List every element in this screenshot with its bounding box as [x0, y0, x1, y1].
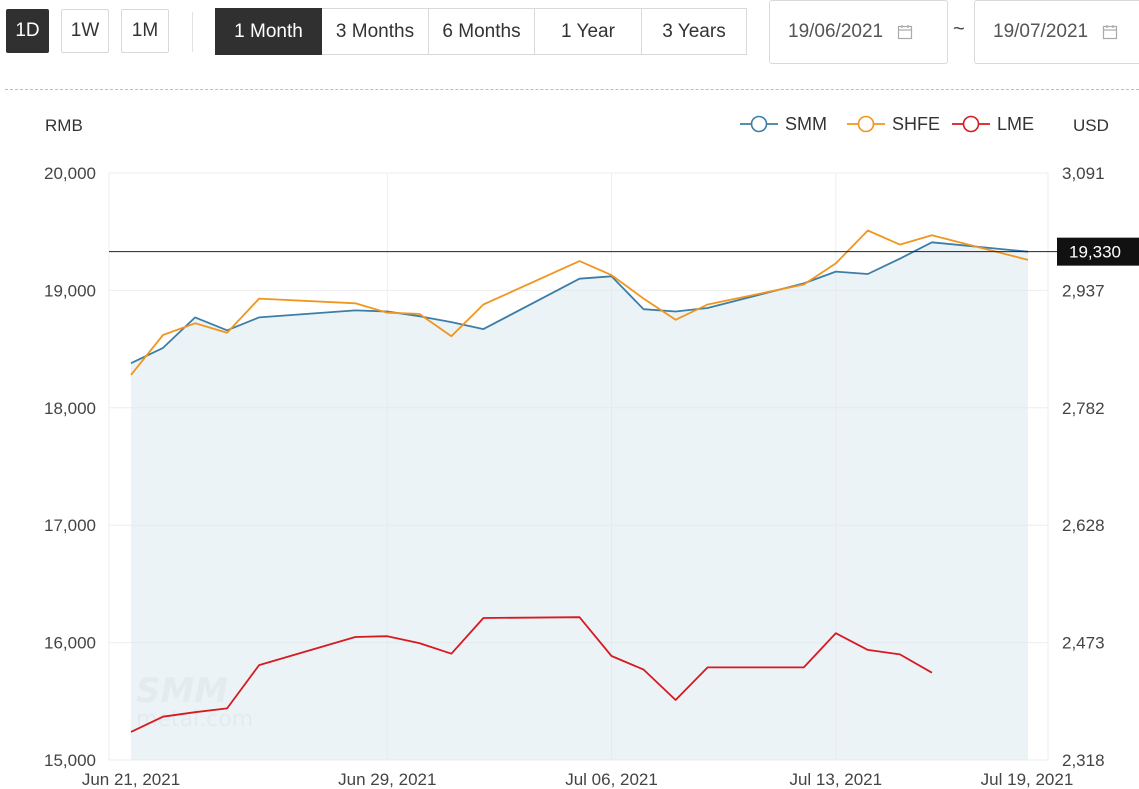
reference-line-label: 19,330 — [1069, 243, 1121, 262]
legend-marker — [750, 115, 768, 133]
x-tick-label: Jul 06, 2021 — [565, 770, 658, 789]
series-layer — [130, 229, 1029, 733]
range-6-months-button[interactable]: 6 Months — [429, 8, 535, 55]
y-right-tick-label: 2,473 — [1062, 634, 1105, 653]
reference-line-tag: 19,330 — [1057, 237, 1139, 266]
date-from-value: 19/06/2021 — [788, 21, 884, 42]
y-axis-left: 20,000 19,000 18,000 17,000 16,000 15,000 — [44, 164, 96, 770]
range-1-year-button[interactable]: 1 Year — [535, 8, 642, 55]
legend-item-lme: LME — [952, 114, 1034, 134]
series-line-smm — [130, 241, 1029, 365]
legend-item-shfe: SHFE — [847, 114, 940, 134]
quick-1m-button[interactable]: 1M — [121, 9, 169, 53]
toolbar-divider-dashed — [5, 89, 1139, 90]
y-right-tick-label: 2,782 — [1062, 399, 1105, 418]
quick-1d-button[interactable]: 1D — [6, 9, 49, 53]
y-right-tick-label: 3,091 — [1062, 164, 1105, 183]
calendar-icon — [897, 25, 913, 40]
date-range-separator: ~ — [953, 18, 965, 40]
right-axis-unit: USD — [1073, 116, 1109, 135]
x-tick-label: Jun 29, 2021 — [338, 770, 436, 789]
chart-legend: SMM SHFE LME — [740, 114, 1034, 134]
y-left-tick-label: 17,000 — [44, 516, 96, 535]
range-3-years-button[interactable]: 3 Years — [642, 8, 747, 55]
legend-label: SMM — [785, 114, 827, 134]
left-axis-unit: RMB — [45, 116, 83, 135]
range-3-months-button[interactable]: 3 Months — [322, 8, 429, 55]
date-from-field[interactable]: 19/06/2021 — [769, 0, 948, 64]
legend-label: LME — [997, 114, 1034, 134]
legend-marker — [962, 115, 980, 133]
y-axis-right: 3,091 2,937 2,782 2,628 2,473 2,318 — [1062, 164, 1105, 770]
range-selector: 1 Month 3 Months 6 Months 1 Year 3 Years — [215, 8, 747, 55]
y-left-tick-label: 15,000 — [44, 751, 96, 770]
series-line-lme — [130, 616, 933, 733]
y-left-tick-label: 20,000 — [44, 164, 96, 183]
smm-area-fill — [131, 242, 1028, 761]
y-right-tick-label: 2,937 — [1062, 281, 1105, 300]
date-to-value: 19/07/2021 — [993, 21, 1089, 42]
date-to-field[interactable]: 19/07/2021 — [974, 0, 1139, 64]
toolbar: 1D 1W 1M 1 Month 3 Months 6 Months 1 Yea… — [0, 0, 1139, 70]
y-right-tick-label: 2,318 — [1062, 751, 1105, 770]
y-left-tick-label: 18,000 — [44, 399, 96, 418]
x-axis: Jun 21, 2021 Jun 29, 2021 Jul 06, 2021 Jul … — [82, 770, 1073, 789]
calendar-icon — [1102, 25, 1118, 40]
series-line-shfe — [130, 229, 1029, 376]
quick-1w-button[interactable]: 1W — [61, 9, 109, 53]
x-tick-label: Jun 21, 2021 — [82, 770, 180, 789]
x-tick-label: Jul 13, 2021 — [789, 770, 882, 789]
x-tick-label: Jul 19, 2021 — [981, 770, 1074, 789]
y-left-tick-label: 16,000 — [44, 634, 96, 653]
y-left-tick-label: 19,000 — [44, 281, 96, 300]
toolbar-divider — [192, 12, 193, 52]
range-1-month-button[interactable]: 1 Month — [215, 8, 322, 55]
legend-item-smm: SMM — [740, 114, 827, 134]
price-chart: SMM metal.com 19,330 RMB USD 20,00019,00… — [44, 114, 1139, 789]
legend-label: SHFE — [892, 114, 940, 134]
legend-marker — [857, 115, 875, 133]
y-right-tick-label: 2,628 — [1062, 516, 1105, 535]
